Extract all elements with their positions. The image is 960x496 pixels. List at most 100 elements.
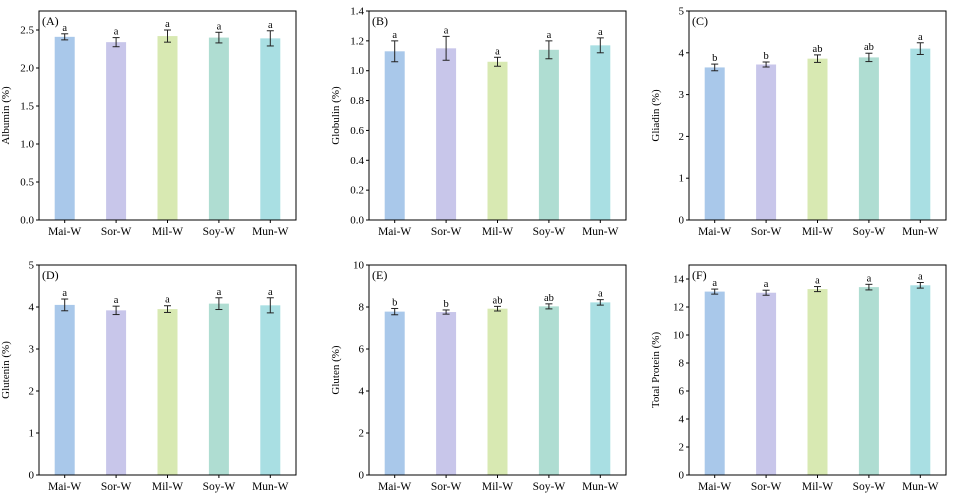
bar-mun-w bbox=[590, 302, 611, 475]
significance-label: a bbox=[217, 287, 222, 298]
y-tick-label: 3 bbox=[679, 89, 685, 101]
significance-label: b bbox=[763, 51, 768, 62]
significance-label: a bbox=[268, 20, 273, 31]
y-tick-label: 1.5 bbox=[20, 101, 34, 113]
bar-mun-w bbox=[910, 48, 931, 221]
bar-mun-w bbox=[260, 305, 281, 475]
y-tick-label: 12 bbox=[673, 302, 684, 314]
x-tick-label: Mai-W bbox=[698, 226, 731, 238]
y-tick-label: 0.6 bbox=[350, 125, 364, 137]
bar-sor-w bbox=[756, 292, 777, 475]
x-tick-label: Soy-W bbox=[533, 481, 566, 493]
axes-frame bbox=[368, 10, 627, 221]
bar-mai-w bbox=[54, 36, 75, 221]
panel-label: (B) bbox=[372, 14, 388, 28]
y-axis-title: Globulin (%) bbox=[330, 86, 342, 145]
x-tick-label: Mun-W bbox=[902, 226, 939, 238]
chart-panel-5: a Mai-W a Sor-W a Mil-W a Soy-W a Mun-W 0 2 4 6 8 10 12 1… bbox=[650, 264, 947, 493]
bar-soy-w bbox=[858, 287, 879, 475]
x-tick-label: Sor-W bbox=[431, 481, 462, 493]
y-tick-label: 6 bbox=[359, 344, 365, 356]
y-tick-label: 0 bbox=[359, 470, 365, 482]
significance-label: a bbox=[815, 276, 820, 287]
x-tick-label: Mun-W bbox=[582, 226, 619, 238]
y-tick-label: 5 bbox=[29, 260, 35, 272]
x-tick-label: Sor-W bbox=[751, 226, 782, 238]
significance-label: a bbox=[495, 46, 500, 57]
y-tick-label: 6 bbox=[679, 386, 685, 398]
y-tick-label: 1.0 bbox=[350, 65, 364, 77]
y-axis-title: Albumin (%) bbox=[0, 86, 12, 145]
panel-label: (C) bbox=[692, 14, 708, 28]
y-tick-label: 4 bbox=[679, 47, 685, 59]
bar-sor-w bbox=[436, 48, 457, 220]
bar-mil-w bbox=[807, 289, 828, 475]
y-tick-label: 8 bbox=[679, 358, 685, 370]
y-tick-label: 4 bbox=[29, 302, 35, 314]
y-axis-title: Glutenin (%) bbox=[0, 341, 12, 399]
axes-frame bbox=[368, 264, 627, 476]
y-tick-label: 0.4 bbox=[350, 155, 364, 167]
chart-panel-1: a Mai-W a Sor-W a Mil-W a Soy-W a Mun-W 0.0 0.2 0.4 0… bbox=[330, 6, 627, 238]
significance-label: a bbox=[165, 19, 170, 30]
significance-label: a bbox=[867, 273, 872, 284]
bar-mai-w bbox=[384, 51, 405, 221]
x-tick-label: Mil-W bbox=[802, 481, 833, 493]
y-tick-label: 0.8 bbox=[350, 95, 364, 107]
x-tick-label: Sor-W bbox=[431, 226, 462, 238]
bar-sor-w bbox=[756, 64, 777, 220]
bar-mai-w bbox=[704, 67, 725, 221]
x-tick-label: Mil-W bbox=[152, 226, 183, 238]
y-tick-label: 0.5 bbox=[20, 177, 34, 189]
y-tick-label: 10 bbox=[673, 330, 685, 342]
y-tick-label: 4 bbox=[359, 386, 365, 398]
significance-label: b bbox=[392, 297, 397, 308]
bar-mil-w bbox=[487, 308, 508, 475]
significance-label: ab bbox=[493, 295, 503, 306]
y-tick-label: 10 bbox=[353, 260, 365, 272]
x-tick-label: Sor-W bbox=[751, 481, 782, 493]
significance-label: a bbox=[165, 295, 170, 306]
bar-soy-w bbox=[208, 303, 229, 475]
chart-panel-3: a Mai-W a Sor-W a Mil-W a Soy-W a Mun-W 0 1 2 3 4 5 (D) G… bbox=[0, 260, 297, 493]
significance-label: a bbox=[114, 27, 119, 38]
y-tick-label: 1 bbox=[679, 173, 685, 185]
bar-mun-w bbox=[260, 38, 281, 220]
significance-label: a bbox=[764, 279, 769, 290]
x-tick-label: Soy-W bbox=[533, 226, 566, 238]
x-tick-label: Mai-W bbox=[378, 226, 411, 238]
significance-label: a bbox=[444, 25, 449, 36]
bar-mil-w bbox=[157, 309, 178, 475]
bar-sor-w bbox=[106, 310, 127, 475]
bar-mai-w bbox=[704, 291, 725, 475]
y-tick-label: 1 bbox=[29, 428, 35, 440]
y-tick-label: 0 bbox=[679, 215, 685, 227]
bar-soy-w bbox=[208, 37, 229, 220]
bar-mun-w bbox=[590, 45, 611, 221]
significance-label: a bbox=[918, 272, 923, 283]
y-tick-label: 14 bbox=[673, 274, 685, 286]
y-tick-label: 2 bbox=[359, 428, 365, 440]
y-tick-label: 1.0 bbox=[20, 139, 34, 151]
significance-label: a bbox=[217, 21, 222, 32]
x-tick-label: Mun-W bbox=[582, 481, 619, 493]
x-tick-label: Sor-W bbox=[101, 481, 132, 493]
bar-sor-w bbox=[436, 312, 457, 475]
significance-label: ab bbox=[813, 44, 823, 55]
significance-label: a bbox=[598, 289, 603, 300]
x-tick-label: Soy-W bbox=[853, 481, 886, 493]
x-tick-label: Mai-W bbox=[48, 481, 81, 493]
significance-label: a bbox=[62, 288, 67, 299]
y-tick-label: 0.0 bbox=[350, 215, 364, 227]
x-tick-label: Mai-W bbox=[48, 226, 81, 238]
bar-mil-w bbox=[807, 58, 828, 221]
y-axis-title: Gluten (%) bbox=[330, 345, 342, 395]
significance-label: a bbox=[598, 27, 603, 38]
significance-label: ab bbox=[864, 42, 874, 53]
y-tick-label: 0.2 bbox=[350, 185, 364, 197]
significance-label: b bbox=[443, 299, 448, 310]
bar-mil-w bbox=[157, 36, 178, 220]
y-tick-label: 2 bbox=[29, 386, 35, 398]
panel-label: (F) bbox=[692, 268, 707, 282]
significance-label: b bbox=[712, 53, 717, 64]
